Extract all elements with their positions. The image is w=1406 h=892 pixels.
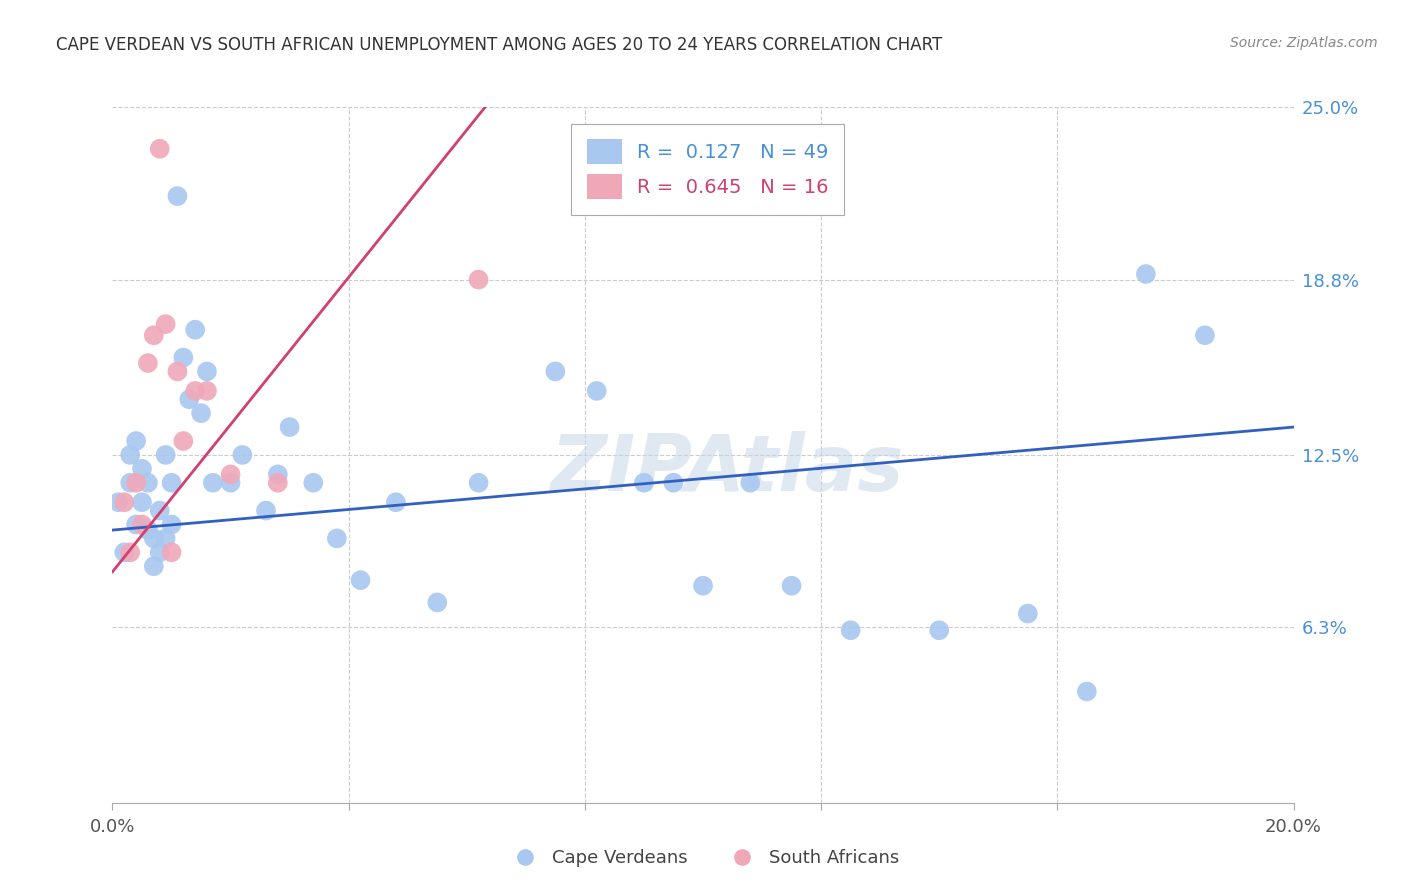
Point bbox=[467, 272, 489, 286]
Point bbox=[349, 573, 371, 587]
Point bbox=[166, 189, 188, 203]
Point bbox=[112, 545, 135, 559]
Text: CAPE VERDEAN VS SOUTH AFRICAN UNEMPLOYMENT AMONG AGES 20 TO 24 YEARS CORRELATION: CAPE VERDEAN VS SOUTH AFRICAN UNEMPLOYME… bbox=[56, 36, 942, 54]
Point bbox=[131, 462, 153, 476]
Point bbox=[125, 434, 148, 448]
Point bbox=[155, 317, 177, 331]
Point bbox=[662, 475, 685, 490]
Point bbox=[125, 517, 148, 532]
Point bbox=[136, 475, 159, 490]
Point bbox=[692, 579, 714, 593]
Point bbox=[142, 559, 165, 574]
Point bbox=[160, 475, 183, 490]
Point bbox=[1135, 267, 1157, 281]
Point bbox=[219, 475, 242, 490]
Point bbox=[149, 545, 172, 559]
Point bbox=[195, 384, 218, 398]
Point bbox=[142, 532, 165, 546]
Point bbox=[585, 384, 607, 398]
Point bbox=[278, 420, 301, 434]
Point bbox=[112, 495, 135, 509]
Point bbox=[160, 517, 183, 532]
Point bbox=[107, 495, 129, 509]
Point bbox=[740, 475, 762, 490]
Point bbox=[1076, 684, 1098, 698]
Point bbox=[120, 448, 142, 462]
Point bbox=[544, 364, 567, 378]
Point bbox=[120, 545, 142, 559]
Point bbox=[136, 356, 159, 370]
Point bbox=[195, 364, 218, 378]
Point bbox=[302, 475, 325, 490]
Point bbox=[160, 545, 183, 559]
Point bbox=[166, 364, 188, 378]
Point bbox=[267, 467, 290, 482]
Point bbox=[136, 523, 159, 537]
Point bbox=[467, 475, 489, 490]
Point bbox=[125, 475, 148, 490]
Point bbox=[385, 495, 408, 509]
Point bbox=[184, 323, 207, 337]
Point bbox=[142, 328, 165, 343]
Point bbox=[131, 517, 153, 532]
Point bbox=[254, 503, 277, 517]
Point bbox=[1194, 328, 1216, 343]
Point bbox=[149, 142, 172, 156]
Point bbox=[120, 475, 142, 490]
Text: Source: ZipAtlas.com: Source: ZipAtlas.com bbox=[1230, 36, 1378, 50]
Point bbox=[201, 475, 224, 490]
Point bbox=[426, 595, 449, 609]
Legend: R =  0.127   N = 49, R =  0.645   N = 16: R = 0.127 N = 49, R = 0.645 N = 16 bbox=[571, 124, 844, 214]
Point bbox=[219, 467, 242, 482]
Text: ZIPAtlas: ZIPAtlas bbox=[550, 431, 904, 507]
Point bbox=[172, 351, 194, 365]
Point bbox=[149, 503, 172, 517]
Point bbox=[131, 495, 153, 509]
Point bbox=[155, 532, 177, 546]
Point bbox=[267, 475, 290, 490]
Point bbox=[190, 406, 212, 420]
Point bbox=[1017, 607, 1039, 621]
Point bbox=[326, 532, 349, 546]
Point bbox=[179, 392, 201, 407]
Point bbox=[231, 448, 253, 462]
Point bbox=[928, 624, 950, 638]
Point bbox=[184, 384, 207, 398]
Point bbox=[172, 434, 194, 448]
Point bbox=[633, 475, 655, 490]
Point bbox=[780, 579, 803, 593]
Point bbox=[839, 624, 862, 638]
Point bbox=[155, 448, 177, 462]
Legend: Cape Verdeans, South Africans: Cape Verdeans, South Africans bbox=[499, 842, 907, 874]
